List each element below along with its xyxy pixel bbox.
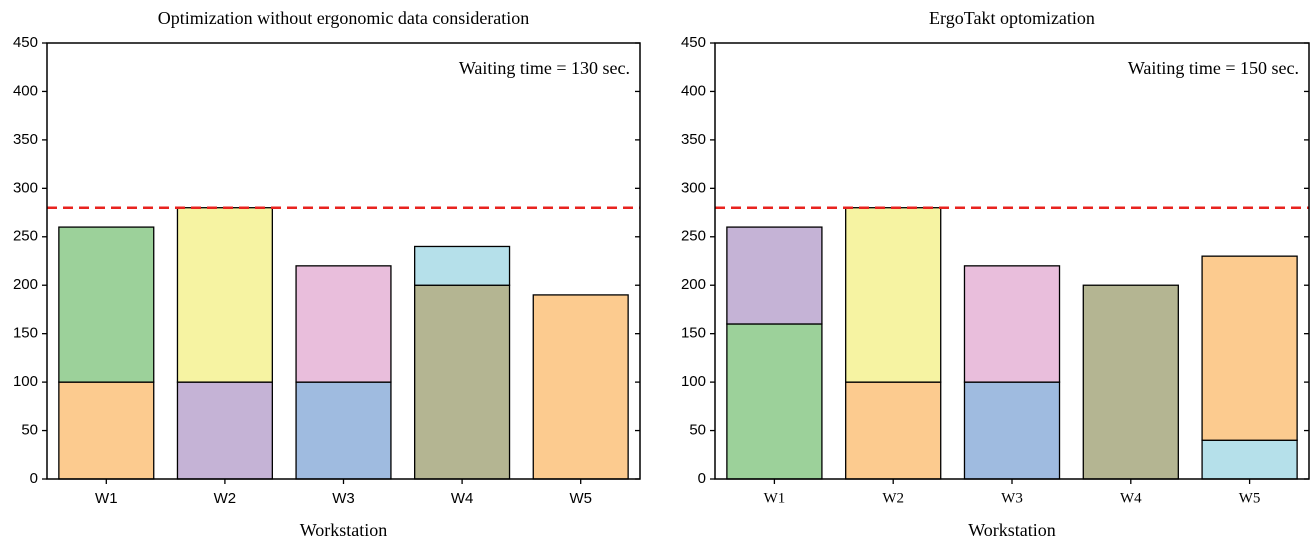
bar-segment: [414, 245, 511, 286]
x-tick-label: W4: [451, 490, 474, 507]
bar-segment: [845, 381, 942, 480]
bar-segment: [532, 294, 629, 480]
bar-segment: [963, 265, 1061, 383]
plot-frame: [46, 42, 641, 480]
y-tick-label: 150: [13, 325, 38, 342]
y-tick-label: 300: [681, 179, 706, 196]
annotation: Waiting time = 130 sec.: [459, 58, 630, 78]
bar-segment: [1201, 439, 1298, 480]
bar-segment: [1201, 255, 1298, 441]
x-tick-label: W1: [764, 490, 786, 506]
y-tick-label: 400: [13, 82, 38, 99]
bar-segment: [845, 207, 942, 383]
y-tick-label: 100: [13, 373, 38, 390]
bar-segment: [176, 207, 273, 383]
x-tick-label: W2: [882, 490, 904, 506]
bar-segment: [176, 381, 273, 480]
y-tick-label: 250: [13, 228, 38, 245]
chart-title: ErgoTakt optomization: [929, 8, 1095, 28]
y-tick-label: 200: [681, 276, 706, 293]
bar-segment: [295, 381, 392, 480]
y-tick-label: 50: [689, 422, 706, 439]
y-tick-label: 450: [13, 34, 38, 51]
bar-segment: [295, 265, 392, 383]
y-tick-label: 150: [681, 325, 706, 342]
y-tick-label: 50: [21, 422, 38, 439]
x-axis-label: Workstation: [300, 520, 388, 540]
y-tick-label: 100: [681, 373, 706, 390]
x-tick-label: W5: [569, 490, 592, 507]
y-tick-label: 450: [681, 34, 706, 51]
y-tick-label: 350: [681, 131, 706, 148]
x-tick-label: W4: [1120, 490, 1142, 506]
bar-segment: [58, 381, 155, 480]
bar-segment: [726, 323, 823, 480]
x-axis-label: Workstation: [968, 520, 1056, 540]
y-tick-label: 300: [13, 179, 38, 196]
y-tick-label: 200: [13, 276, 38, 293]
y-tick-label: 0: [698, 470, 706, 487]
x-tick-label: W5: [1239, 490, 1261, 506]
y-tick-label: 350: [13, 131, 38, 148]
x-tick-label: W1: [95, 490, 118, 507]
x-tick-label: W3: [1001, 490, 1023, 506]
y-tick-label: 400: [681, 82, 706, 99]
y-tick-label: 250: [681, 228, 706, 245]
plot-frame: [714, 42, 1310, 480]
annotation: Waiting time = 150 sec.: [1128, 58, 1299, 78]
bar-segment: [58, 226, 155, 383]
x-tick-label: W2: [214, 490, 237, 507]
bar-segment: [963, 381, 1061, 480]
y-tick-label: 0: [30, 470, 38, 487]
bar-segment: [414, 284, 511, 480]
chart-title: Optimization without ergonomic data cons…: [158, 8, 530, 28]
bar-segment: [1082, 284, 1179, 480]
x-tick-label: W3: [332, 490, 355, 507]
bar-segment: [726, 226, 823, 325]
